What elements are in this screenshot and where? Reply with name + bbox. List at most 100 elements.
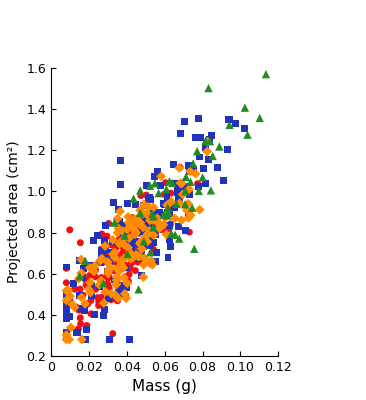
Point [141, 201, 147, 208]
Point [117, 208, 123, 214]
Point [165, 210, 171, 216]
Point [156, 190, 161, 196]
Point [106, 284, 112, 291]
Point [145, 226, 151, 232]
Point [130, 257, 136, 264]
Point [176, 224, 182, 230]
Point [63, 312, 69, 318]
Point [152, 231, 158, 237]
Point [197, 154, 202, 160]
Point [195, 180, 201, 187]
Point [113, 278, 119, 284]
Point [137, 253, 142, 260]
Point [131, 233, 137, 239]
Point [87, 272, 93, 279]
Point [165, 204, 171, 211]
Point [105, 255, 111, 262]
Point [137, 210, 143, 216]
Point [182, 227, 188, 234]
Point [197, 206, 203, 213]
Point [105, 259, 111, 265]
Point [121, 255, 127, 262]
Point [138, 239, 144, 245]
Point [111, 268, 117, 274]
Point [102, 281, 108, 287]
Point [149, 208, 155, 215]
Point [96, 282, 102, 288]
Point [242, 126, 247, 132]
Point [196, 188, 202, 194]
Point [96, 302, 101, 309]
Point [144, 238, 150, 245]
Point [163, 201, 169, 207]
Point [63, 301, 69, 307]
Point [124, 251, 130, 257]
Point [94, 232, 100, 239]
Point [122, 283, 128, 289]
Point [156, 212, 162, 219]
Point [117, 158, 123, 164]
Point [146, 204, 152, 210]
Point [152, 180, 158, 186]
Point [176, 165, 182, 171]
Point [77, 273, 83, 280]
Point [117, 264, 123, 271]
Point [88, 292, 94, 299]
Point [128, 256, 134, 262]
Point [163, 214, 168, 221]
Point [144, 182, 150, 189]
Point [111, 294, 116, 300]
Point [149, 212, 155, 218]
Point [114, 274, 120, 280]
Point [93, 267, 98, 273]
Point [111, 277, 117, 283]
Point [105, 270, 111, 277]
Point [116, 289, 122, 295]
Point [136, 253, 142, 260]
Point [141, 227, 146, 233]
Point [83, 326, 89, 332]
Point [168, 190, 174, 196]
Point [75, 329, 81, 336]
Point [130, 232, 136, 239]
Point [167, 222, 173, 228]
Point [200, 174, 206, 181]
Point [124, 200, 130, 207]
Point [148, 236, 154, 243]
Point [85, 278, 91, 284]
Point [123, 277, 129, 283]
Point [134, 222, 140, 228]
Point [98, 294, 104, 301]
Point [244, 132, 250, 138]
Point [122, 228, 128, 234]
Point [107, 259, 113, 266]
Point [117, 182, 123, 188]
Point [176, 181, 182, 188]
Point [122, 232, 127, 239]
Point [108, 267, 113, 274]
Point [135, 240, 141, 247]
Point [204, 148, 210, 155]
Point [157, 209, 163, 215]
Point [242, 104, 248, 111]
Point [107, 266, 113, 272]
Point [109, 238, 115, 244]
Point [75, 326, 81, 332]
Point [164, 211, 169, 218]
Point [186, 168, 192, 175]
Point [84, 322, 90, 329]
Point [63, 332, 69, 338]
Point [135, 259, 141, 265]
Point [144, 228, 150, 234]
Point [160, 226, 165, 233]
Point [202, 144, 208, 151]
Point [195, 183, 201, 189]
X-axis label: Mass (g): Mass (g) [132, 380, 197, 394]
Point [130, 238, 135, 244]
Point [133, 238, 139, 244]
Point [130, 254, 136, 260]
Point [63, 291, 69, 298]
Point [105, 275, 111, 282]
Point [215, 164, 221, 171]
Point [186, 214, 191, 221]
